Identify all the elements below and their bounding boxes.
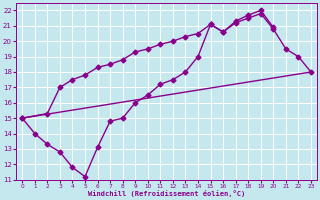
- X-axis label: Windchill (Refroidissement éolien,°C): Windchill (Refroidissement éolien,°C): [88, 190, 245, 197]
